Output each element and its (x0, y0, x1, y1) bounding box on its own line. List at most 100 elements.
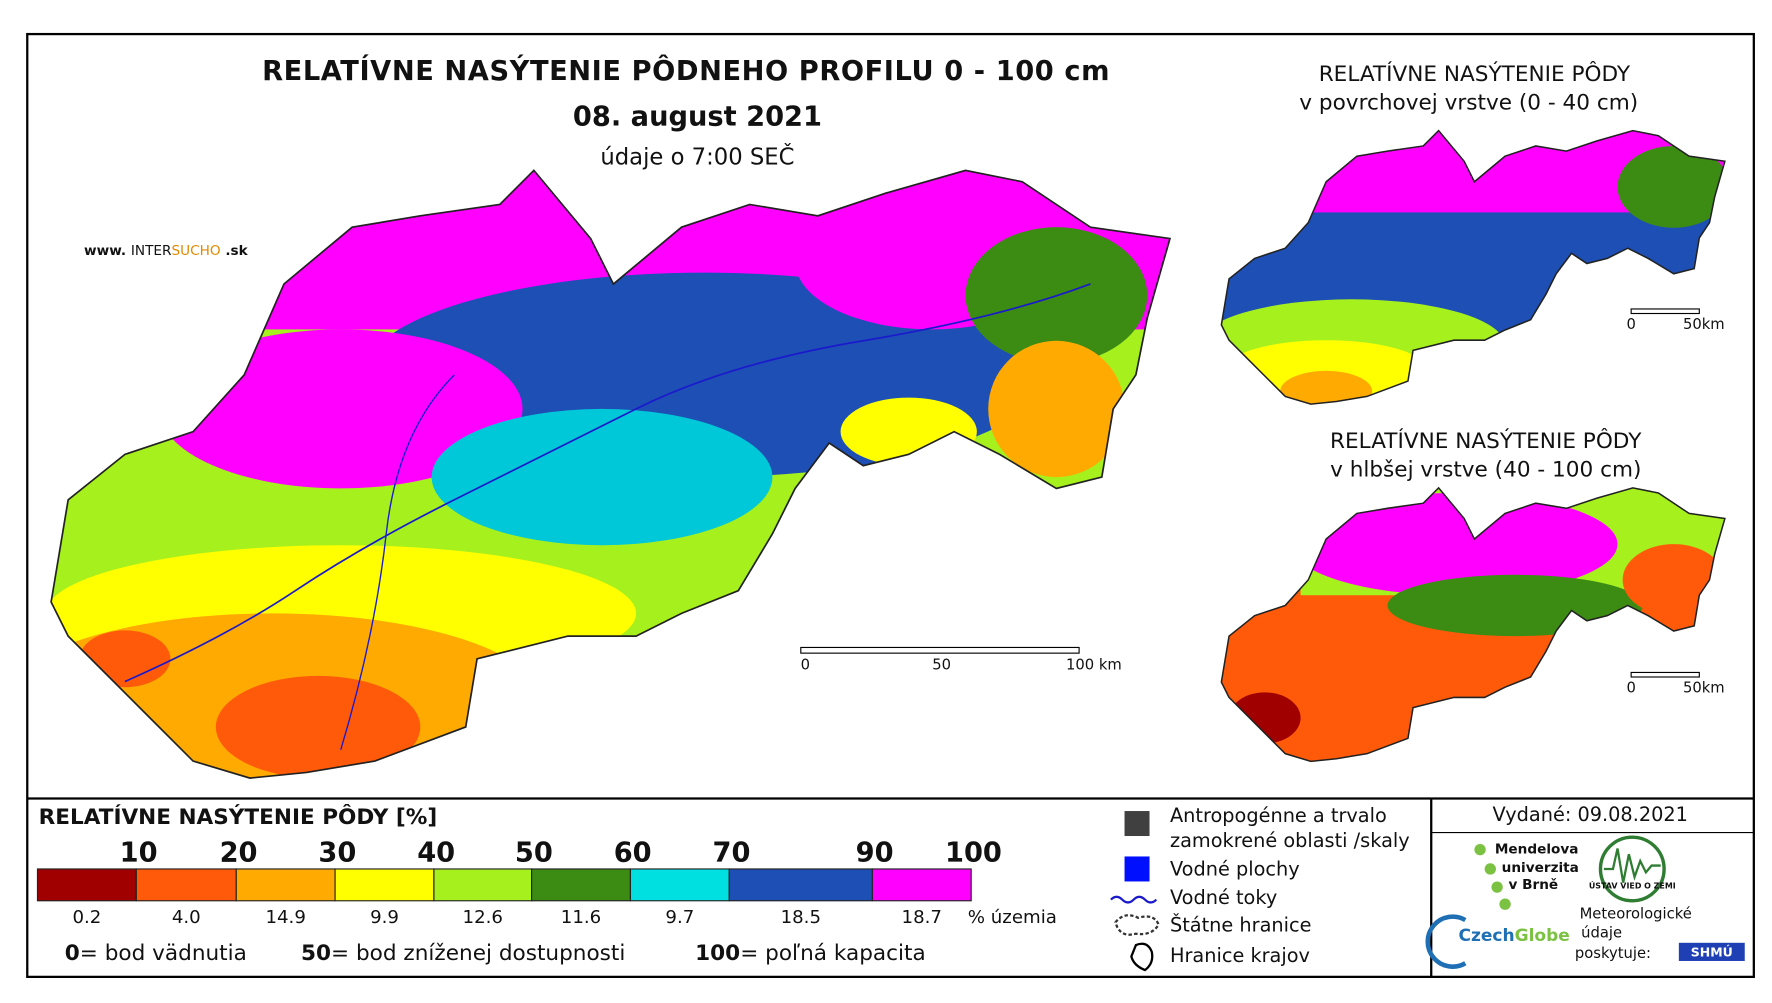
zone (431, 408, 773, 546)
map-legend-text: Hranice krajov (1170, 944, 1310, 967)
legend-note: 50= bod zníženej dostupnosti (301, 941, 625, 966)
scale-bar (1630, 308, 1700, 315)
legend-share: 0.2 (72, 907, 101, 928)
anthropogenic-icon (1124, 811, 1150, 837)
logo-dot (1491, 881, 1503, 893)
legend-swatch (433, 868, 533, 902)
zone (1617, 145, 1725, 228)
legend-swatch (728, 868, 873, 902)
river (124, 283, 1091, 683)
logo-arc (1425, 914, 1467, 969)
title: RELATÍVNE NASÝTENIE PÔDNEHO PROFILU 0 - … (262, 55, 1110, 87)
logo-text: Mendelova (1495, 842, 1579, 858)
legend-boundary: 30 (318, 838, 356, 869)
legend-swatch (235, 868, 336, 902)
legend-share-unit: % územia (968, 907, 1057, 928)
inset-subtitle: v povrchovej vrstve (0 - 40 cm) (1299, 90, 1638, 115)
note-value: 100 (695, 941, 740, 966)
logo-text: v Brně (1508, 877, 1558, 893)
legend-swatch (871, 868, 972, 902)
legend-boundary: 90 (856, 838, 894, 869)
legend-share: 18.5 (781, 907, 821, 928)
logo-part: Globe (1515, 926, 1570, 946)
legend-share: 14.9 (265, 907, 305, 928)
legend-swatch (629, 868, 730, 902)
legend-boundary: 60 (614, 838, 652, 869)
logo-text: Meteorologické (1580, 905, 1692, 922)
river-icon (1110, 895, 1158, 904)
border-icon (1114, 914, 1160, 936)
logo-ring (1598, 835, 1666, 903)
logo-box (1678, 942, 1745, 961)
scale-label: 0 (1626, 316, 1635, 333)
legend-swatch (334, 868, 435, 902)
scale-label: 0 (1626, 679, 1635, 696)
note-text: = bod zníženej dostupnosti (331, 941, 625, 966)
website-part: INTER (131, 243, 172, 259)
legend-boundary: 10 (120, 838, 158, 869)
website-part: .sk (225, 243, 248, 259)
note-text: = bod vädnutia (80, 941, 247, 966)
map-legend-text: Vodné toky (1170, 886, 1277, 909)
legend-boundary: 40 (417, 838, 455, 869)
legend-boundary: 50 (515, 838, 553, 869)
issued: Vydané: 09.08.2021 (1493, 803, 1688, 826)
inset-subtitle: v hlbšej vrstve (40 - 100 cm) (1330, 457, 1641, 482)
region-icon (1130, 942, 1154, 972)
legend-note: 100= poľná kapacita (695, 941, 926, 966)
logo-text: SHMÚ (1691, 945, 1733, 960)
legend-share: 11.6 (561, 907, 601, 928)
logo-text: univerzita (1502, 860, 1579, 876)
logo-part: Czech (1458, 926, 1514, 946)
map-legend-text: zamokrené oblasti /skaly (1170, 829, 1410, 852)
logo-dot (1474, 843, 1486, 856)
logo-text: CzechGlobe (1458, 926, 1569, 946)
website-part: www. (84, 243, 126, 259)
logo-text: údaje (1581, 925, 1622, 942)
legend-title: RELATÍVNE NASÝTENIE PÔDY [%] (39, 804, 438, 830)
logo-wave (1603, 848, 1661, 883)
scale-label: 0 (801, 657, 810, 674)
legend-share: 9.7 (665, 907, 694, 928)
map-legend-text: Štátne hranice (1170, 912, 1312, 936)
legend-share: 12.6 (463, 907, 503, 928)
scale-label: 50km (1683, 679, 1725, 696)
note-value: 0 (65, 941, 80, 966)
legend-share: 18.7 (902, 907, 942, 928)
scale-label: 50 (932, 657, 951, 674)
legend-swatch (36, 868, 137, 902)
note-value: 50 (301, 941, 331, 966)
scale-label: 100 km (1066, 657, 1122, 674)
river (340, 374, 455, 750)
date: 08. august 2021 (573, 102, 822, 133)
time-note: údaje o 7:00 SEČ (600, 142, 794, 170)
legend-notes: 0= bod vädnutia 50= bod zníženej dostupno… (65, 941, 926, 966)
legend-note: 0= bod vädnutia (65, 941, 247, 966)
legend-share: 9.9 (370, 907, 399, 928)
website: www. INTERSUCHO .sk (84, 243, 249, 259)
scale-label: 50km (1683, 316, 1725, 333)
water-icon (1124, 856, 1150, 882)
map-legend-text: Vodné plochy (1170, 858, 1300, 881)
zone (1290, 492, 1618, 596)
zone (215, 675, 421, 779)
legend-bar: 0.2 4.0 14.9 9.9 12.6 11.6 9.7 18.5 18.7 % územia… (36, 838, 1057, 928)
scale-bar (1630, 671, 1700, 678)
logo-text: poskytuje: (1575, 945, 1651, 962)
legend-boundary: 20 (220, 838, 258, 869)
legend-boundary: 70 (713, 838, 751, 869)
logo-dot (1484, 863, 1496, 875)
website-part: SUCHO (171, 243, 220, 259)
legend-swatch (135, 868, 237, 902)
logo-dot (1499, 898, 1511, 910)
inset-title: RELATÍVNE NASÝTENIE PÔDY (1330, 428, 1642, 454)
legend-share: 4.0 (172, 907, 201, 928)
inset-title: RELATÍVNE NASÝTENIE PÔDY (1319, 61, 1631, 87)
legend-boundary: 100 (945, 838, 1002, 869)
map-legend-text: Antropogénne a trvalo (1170, 804, 1387, 827)
zone (159, 329, 523, 489)
scale-bar (800, 646, 1080, 654)
logo-text: ÚSTAV VIED O ZEMI (1589, 880, 1676, 891)
